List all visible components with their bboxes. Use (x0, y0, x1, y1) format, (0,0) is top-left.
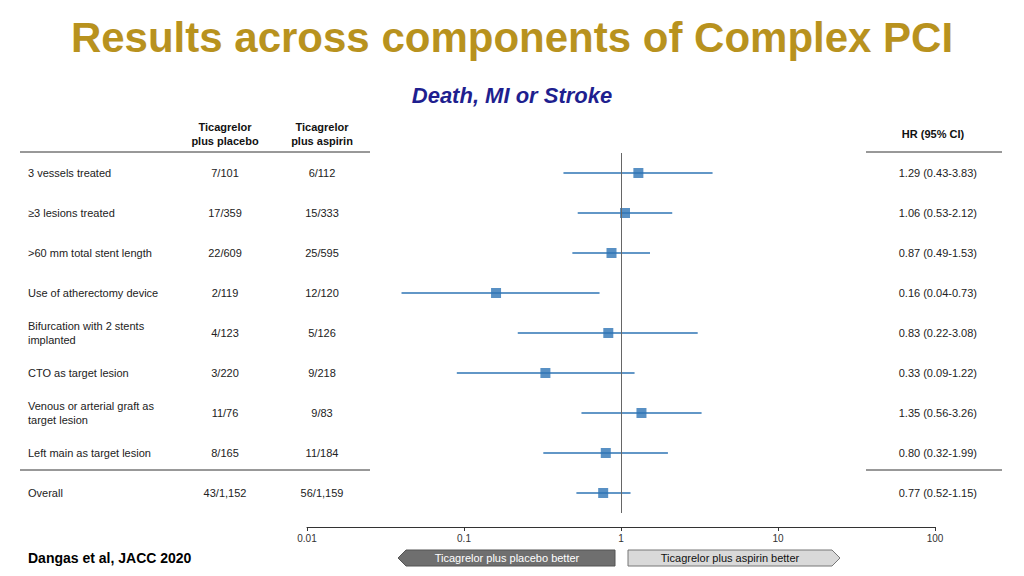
svg-text:0.77 (0.52-1.15): 0.77 (0.52-1.15) (899, 487, 977, 499)
svg-text:11/76: 11/76 (212, 407, 239, 419)
svg-text:Venous or arterial graft as: Venous or arterial graft as (28, 400, 154, 412)
svg-text:0.16 (0.04-0.73): 0.16 (0.04-0.73) (899, 287, 977, 299)
svg-text:11/184: 11/184 (306, 447, 339, 459)
svg-text:1.06 (0.53-2.12): 1.06 (0.53-2.12) (899, 207, 977, 219)
svg-text:22/609: 22/609 (208, 247, 242, 259)
svg-text:CTO as target lesion: CTO as target lesion (28, 367, 129, 379)
svg-text:9/83: 9/83 (311, 407, 332, 419)
svg-text:9/218: 9/218 (308, 367, 336, 379)
svg-text:Ticagrelor plus placebo better: Ticagrelor plus placebo better (435, 552, 580, 564)
svg-text:0.87 (0.49-1.53): 0.87 (0.49-1.53) (899, 247, 977, 259)
svg-text:56/1,159: 56/1,159 (301, 487, 344, 499)
svg-text:≥3 lesions treated: ≥3 lesions treated (28, 207, 115, 219)
svg-text:implanted: implanted (28, 334, 76, 346)
svg-text:>60 mm total stent length: >60 mm total stent length (28, 247, 152, 259)
svg-text:4/123: 4/123 (211, 327, 239, 339)
svg-text:Bifurcation with 2 stents: Bifurcation with 2 stents (28, 320, 145, 332)
svg-text:17/359: 17/359 (208, 207, 242, 219)
svg-text:Left main as target lesion: Left main as target lesion (28, 447, 151, 459)
svg-text:Use of atherectomy device: Use of atherectomy device (28, 287, 158, 299)
svg-text:Ticagrelor: Ticagrelor (199, 121, 253, 133)
svg-text:3 vessels treated: 3 vessels treated (28, 167, 111, 179)
svg-text:HR (95% CI): HR (95% CI) (902, 128, 965, 140)
svg-text:3/220: 3/220 (211, 367, 239, 379)
svg-text:5/126: 5/126 (308, 327, 336, 339)
svg-text:1.29 (0.43-3.83): 1.29 (0.43-3.83) (899, 167, 977, 179)
svg-text:Ticagrelor: Ticagrelor (296, 121, 350, 133)
svg-text:plus aspirin: plus aspirin (291, 135, 353, 147)
svg-text:43/1,152: 43/1,152 (204, 487, 247, 499)
svg-text:0.01: 0.01 (297, 533, 317, 544)
svg-text:Dangas et al, JACC 2020: Dangas et al, JACC 2020 (28, 550, 192, 566)
svg-text:1: 1 (618, 533, 624, 544)
svg-text:0.83 (0.22-3.08): 0.83 (0.22-3.08) (899, 327, 977, 339)
svg-text:0.1: 0.1 (457, 533, 471, 544)
svg-text:7/101: 7/101 (211, 167, 239, 179)
svg-text:0.33 (0.09-1.22): 0.33 (0.09-1.22) (899, 367, 977, 379)
svg-text:10: 10 (772, 533, 784, 544)
svg-text:Death, MI or Stroke: Death, MI or Stroke (412, 83, 612, 108)
svg-text:Overall: Overall (28, 487, 63, 499)
svg-text:0.80 (0.32-1.99): 0.80 (0.32-1.99) (899, 447, 977, 459)
svg-text:Ticagrelor plus aspirin better: Ticagrelor plus aspirin better (661, 552, 800, 564)
svg-text:15/333: 15/333 (305, 207, 339, 219)
svg-text:plus placebo: plus placebo (191, 135, 259, 147)
svg-text:1.35 (0.56-3.26): 1.35 (0.56-3.26) (899, 407, 977, 419)
svg-text:8/165: 8/165 (211, 447, 239, 459)
svg-text:2/119: 2/119 (212, 287, 239, 299)
svg-text:Results across components of C: Results across components of Complex PCI (71, 14, 953, 61)
svg-text:6/112: 6/112 (309, 167, 336, 179)
svg-text:12/120: 12/120 (305, 287, 339, 299)
svg-text:target lesion: target lesion (28, 414, 88, 426)
svg-text:25/595: 25/595 (305, 247, 339, 259)
svg-text:100: 100 (927, 533, 944, 544)
